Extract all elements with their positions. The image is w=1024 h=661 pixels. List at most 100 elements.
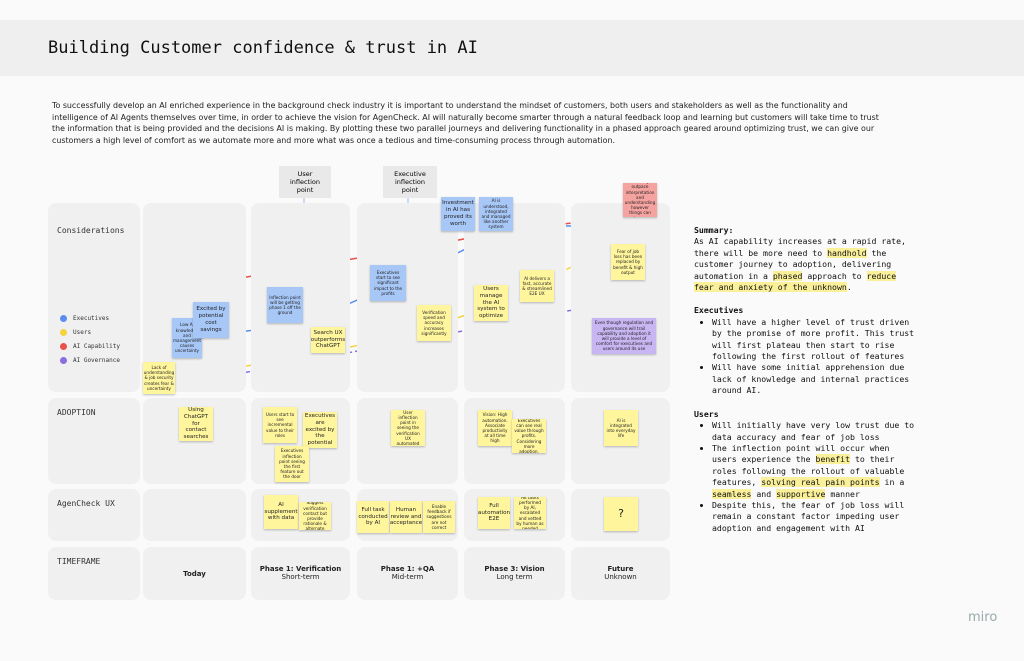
sticky-note: Users start to see incremental value to … bbox=[263, 407, 297, 443]
callout: User inflection point bbox=[279, 166, 331, 198]
legend-dot bbox=[60, 315, 67, 322]
cell bbox=[571, 203, 670, 392]
legend-item: Users bbox=[60, 329, 91, 336]
bullet-list: Will initially have very low trust due t… bbox=[694, 420, 916, 534]
timeframe-name: Phase 3: Vision bbox=[484, 565, 545, 573]
text: approach to bbox=[802, 270, 867, 281]
timeframe-name: Future bbox=[607, 565, 634, 573]
sticky-note: Fear of job loss has been replaced by be… bbox=[611, 244, 645, 280]
sticky-note: AI delivers a fast, accurate & streamlin… bbox=[520, 270, 554, 302]
bullet: Will have a higher level of trust driven… bbox=[712, 317, 916, 363]
text: The inflection point will occur when use… bbox=[712, 442, 890, 465]
sticky-note: AE tasks performed by AI, escalated and … bbox=[514, 497, 546, 529]
timeframe-name: Phase 1: Verification bbox=[259, 565, 342, 573]
highlight: supportive bbox=[776, 488, 826, 499]
sticky-note: Lack of understanding & job security cre… bbox=[143, 362, 175, 394]
sticky-note: Human review and acceptance bbox=[390, 501, 422, 533]
bullet: The inflection point will occur when use… bbox=[712, 443, 916, 500]
text: to their roles following the rollout of … bbox=[712, 454, 905, 488]
text: Will initially have very low trust due t… bbox=[712, 420, 915, 442]
sticky-note: Using ChatGPT for contact searches bbox=[179, 407, 213, 441]
timeframe: Phase 1: +QA Mid-term bbox=[357, 565, 458, 581]
cell bbox=[143, 489, 246, 541]
sticky-note: User inflection point in seeing the veri… bbox=[391, 410, 425, 446]
legend-label: Users bbox=[73, 329, 92, 336]
highlight: handhold bbox=[827, 247, 867, 258]
timeframe-name: Today bbox=[183, 570, 206, 578]
timeframe: Today bbox=[143, 570, 246, 578]
sticky-note: Suggest verification contact but provide… bbox=[299, 502, 331, 530]
timeframe: Phase 3: Vision Long term bbox=[464, 565, 565, 581]
banner bbox=[0, 20, 1024, 76]
row-label-panel bbox=[48, 547, 140, 600]
bullet: Will have some initial apprehension due … bbox=[712, 362, 916, 396]
row-label: Considerations bbox=[57, 226, 125, 235]
brand-logo: miro bbox=[968, 610, 998, 625]
bullet: Will initially have very low trust due t… bbox=[712, 420, 916, 443]
sticky-note: Executives are excited by the potential bbox=[303, 412, 337, 448]
legend-dot bbox=[60, 343, 67, 350]
highlight: benefit bbox=[815, 454, 851, 465]
sticky-note: AI supplement with data bbox=[264, 495, 298, 529]
legend-dot bbox=[60, 329, 67, 336]
timeframe: Future Unknown bbox=[571, 565, 670, 581]
section-heading: Users bbox=[694, 408, 719, 419]
text: . bbox=[846, 282, 852, 293]
legend-item: AI Capability bbox=[60, 343, 120, 350]
cell bbox=[251, 547, 350, 600]
sticky-note: Verification speed and accuracy increase… bbox=[417, 305, 451, 341]
sticky-note: ? bbox=[604, 497, 638, 531]
section-heading: Executives bbox=[694, 305, 744, 316]
sticky-note: Investment in AI has proved its worth bbox=[441, 197, 475, 231]
trend-line bbox=[189, 299, 511, 376]
timeframe-sub: Long term bbox=[496, 573, 533, 581]
text: Will have a higher level of trust driven… bbox=[712, 316, 915, 362]
trend-line bbox=[189, 226, 511, 339]
row-label: ADOPTION bbox=[57, 408, 96, 417]
sticky-note: Users manage the AI system to optimize bbox=[474, 285, 508, 321]
row-label: TIMEFRAME bbox=[57, 557, 101, 566]
cell bbox=[571, 547, 670, 600]
cell bbox=[143, 203, 246, 392]
sticky-note: Low AI knowledge and management causes u… bbox=[172, 318, 202, 358]
sticky-note: Enable feedback if suggestions are not c… bbox=[423, 501, 455, 533]
legend-label: Executives bbox=[73, 315, 110, 322]
callout: Executive inflection point bbox=[383, 166, 437, 198]
timeframe-sub: Short-term bbox=[281, 573, 320, 581]
sticky-note: AI is understood, integrated and managed… bbox=[479, 197, 513, 231]
text: manner bbox=[825, 488, 860, 499]
text: Will have some initial apprehension due … bbox=[712, 362, 910, 396]
summary-heading: Summary: bbox=[694, 225, 734, 235]
sticky-note: AI is integrated into everyday life bbox=[604, 410, 638, 446]
row-label-panel bbox=[48, 398, 140, 484]
timeframe-sub: Mid-term bbox=[391, 573, 424, 581]
text: and bbox=[751, 488, 777, 499]
sticky-note: Excited by potential cost savings bbox=[193, 302, 229, 338]
bullet: Despite this, the fear of job loss will … bbox=[712, 500, 916, 534]
highlight: phased bbox=[772, 270, 803, 281]
sticky-note: Executives can see real value through pr… bbox=[512, 419, 546, 453]
timeframe-sub: Unknown bbox=[604, 573, 637, 581]
highlight: seamless bbox=[712, 488, 752, 499]
text: in a bbox=[879, 477, 905, 488]
title: Building Customer confidence & trust in … bbox=[48, 38, 478, 58]
sticky-note: Inflection point will be getting phase 1… bbox=[267, 287, 303, 323]
sticky-note: Executives inflection point seeing the f… bbox=[275, 446, 309, 482]
highlight: solving real pain points bbox=[761, 477, 880, 488]
timeframe-name: Phase 1: +QA bbox=[380, 565, 435, 573]
legend-dot bbox=[60, 357, 67, 364]
row-label-panel bbox=[48, 489, 140, 541]
sticky-note: Full task conducted by AI bbox=[357, 501, 389, 533]
cell bbox=[143, 547, 246, 600]
sticky-note: Full automation E2E bbox=[478, 497, 510, 529]
legend-label: AI Governance bbox=[73, 357, 120, 364]
text: Despite this, the fear of job loss will … bbox=[712, 499, 905, 533]
sticky-note: Search UX outperforms ChatGPT bbox=[311, 327, 345, 353]
timeframe: Phase 1: Verification Short-term bbox=[251, 565, 350, 581]
cell bbox=[464, 547, 565, 600]
legend-label: AI Capability bbox=[73, 343, 120, 350]
bullet-list: Will have a higher level of trust driven… bbox=[694, 317, 916, 397]
cell bbox=[357, 547, 458, 600]
trend-line bbox=[189, 229, 511, 288]
